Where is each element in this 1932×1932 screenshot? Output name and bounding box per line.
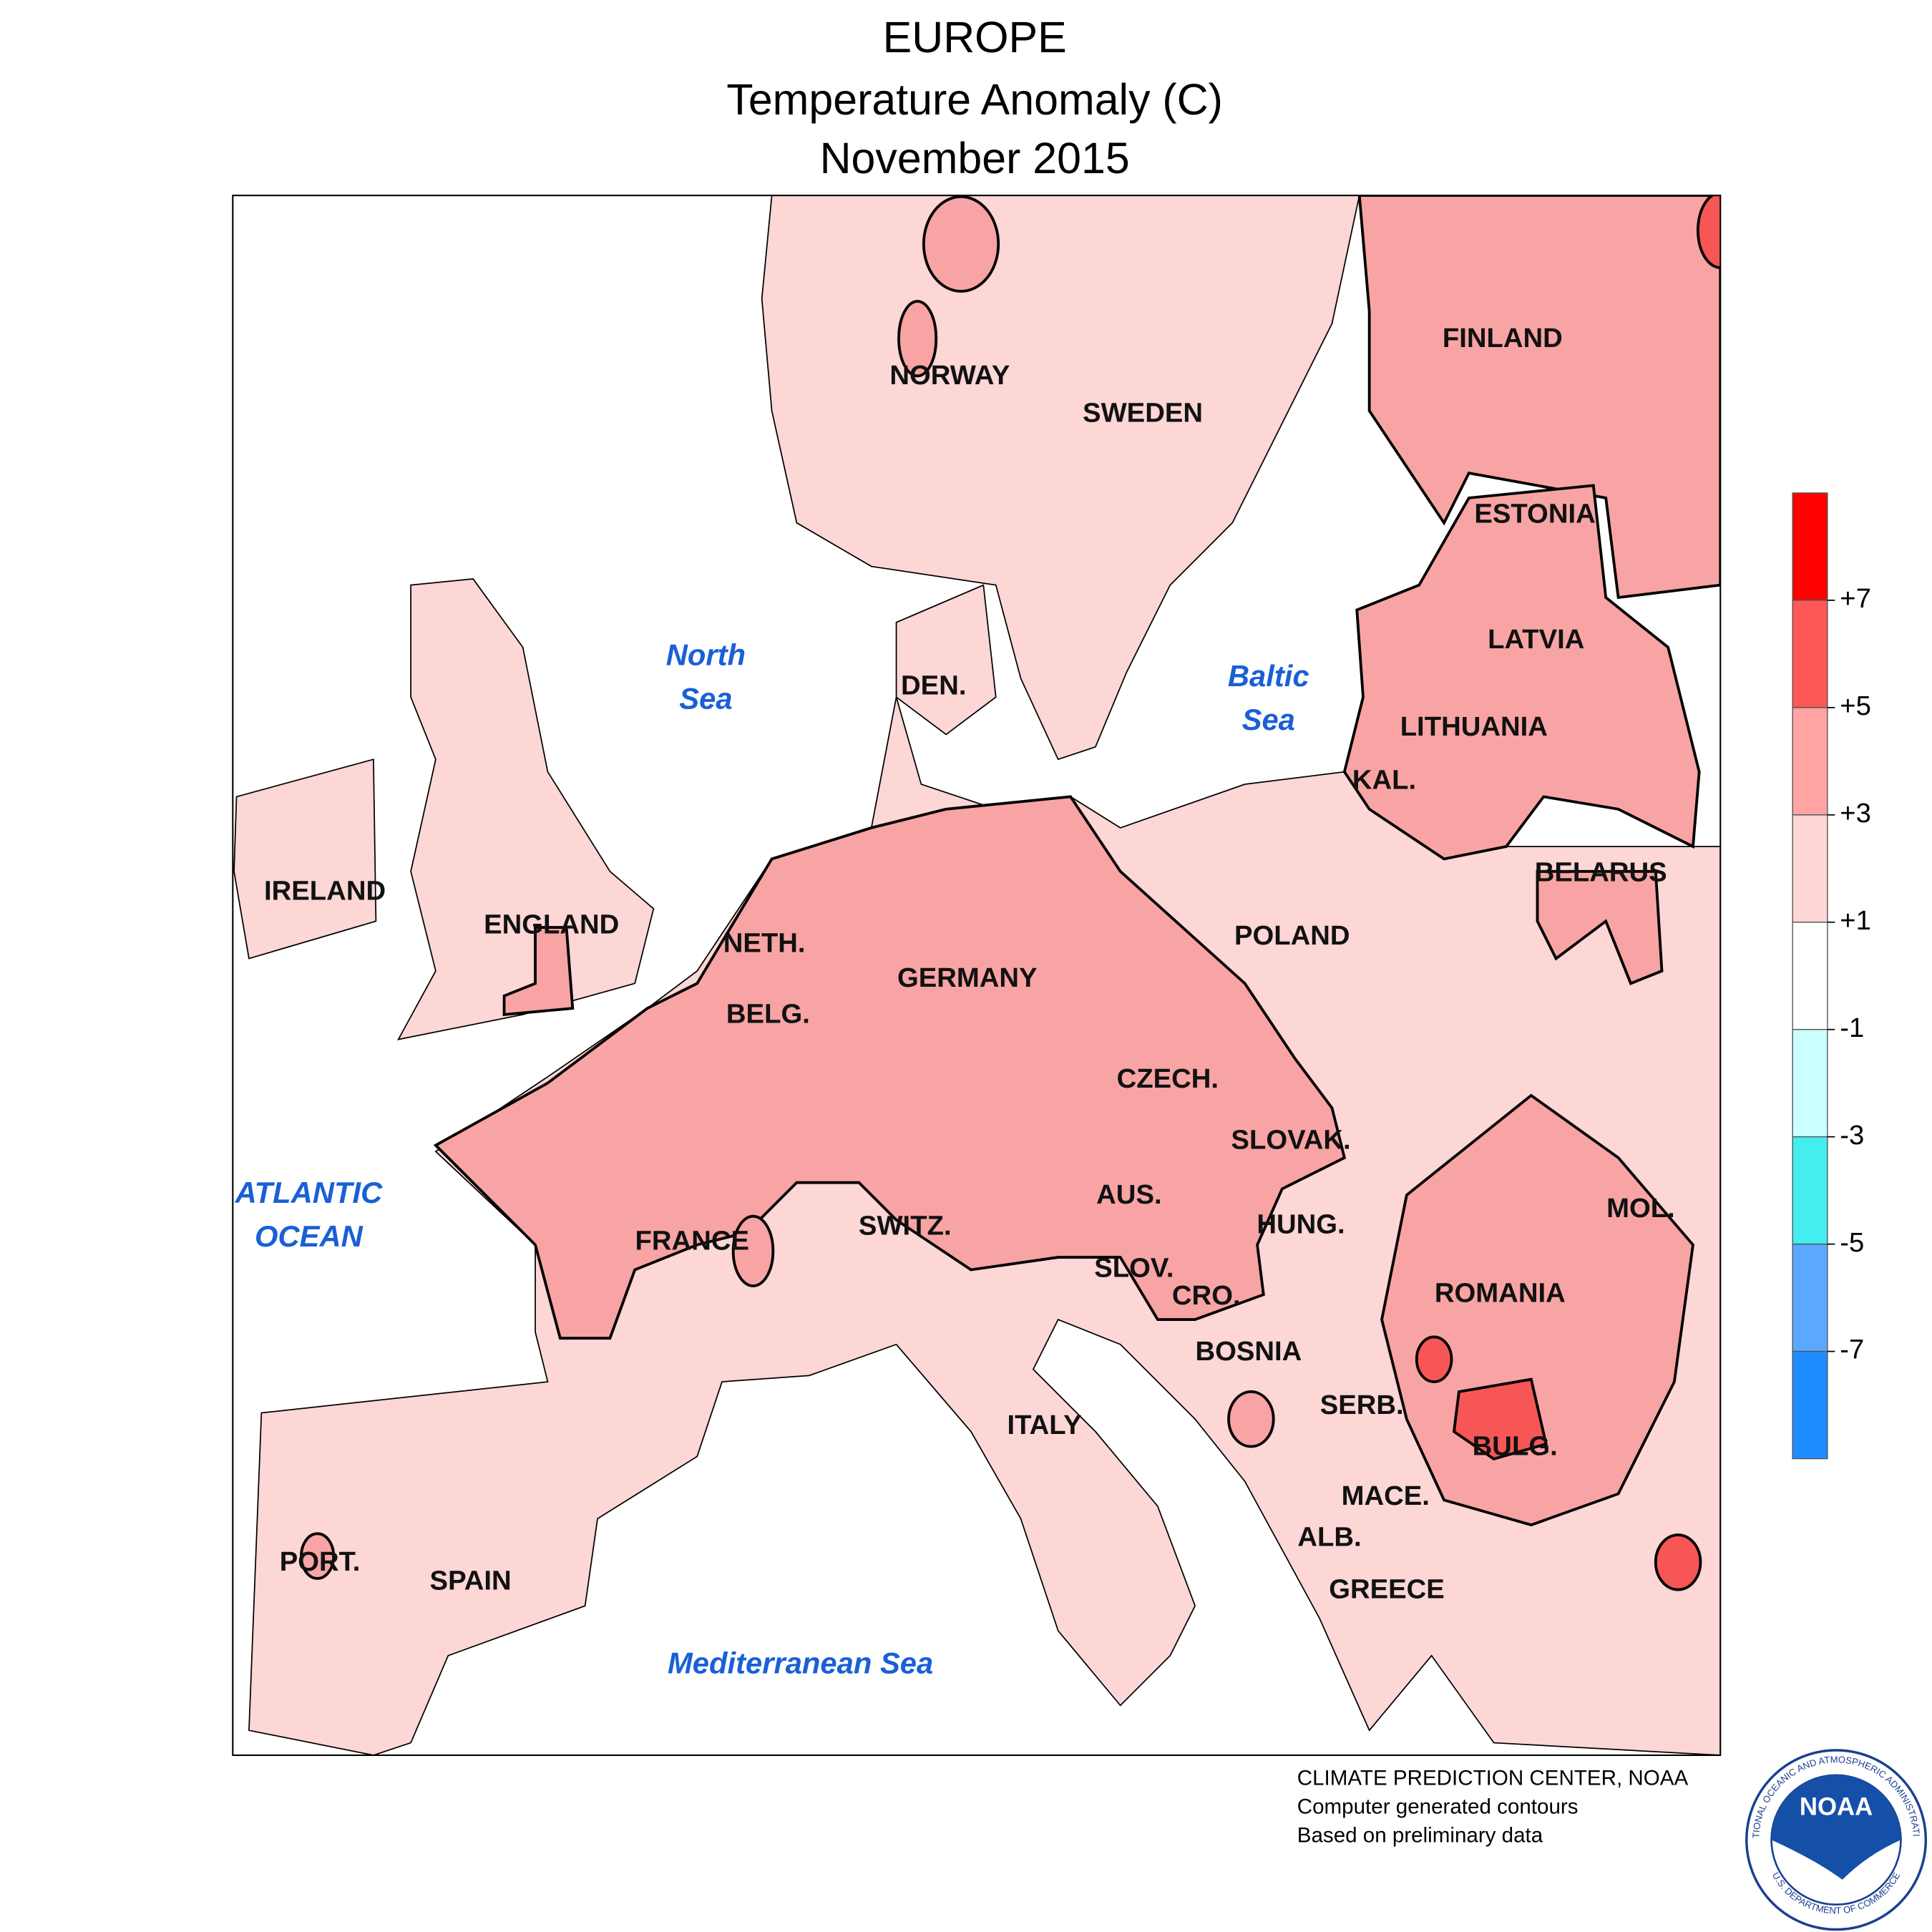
country-label: PORT. (280, 1546, 361, 1577)
legend: +7 +5 +3 +1 -1 -3 -5 -7 (1792, 492, 1871, 1460)
country-label: FINLAND (1443, 323, 1563, 353)
colorbar-tick-label: -1 (1840, 1013, 1864, 1043)
country-label: ITALY (1008, 1410, 1082, 1440)
anomaly-area (1654, 1533, 1702, 1591)
colorbar-segment (1792, 600, 1828, 708)
colorbar-tick-label: +1 (1840, 905, 1871, 936)
anomaly-area (300, 1532, 336, 1580)
country-label: MOL. (1606, 1193, 1675, 1224)
country-label: BELARUS (1535, 857, 1667, 887)
country-label: HUNG. (1257, 1209, 1345, 1240)
country-label: POLAND (1234, 920, 1350, 951)
country-label: ESTONIA (1474, 498, 1595, 529)
colorbar-tick-label: +7 (1840, 583, 1871, 614)
colorbar-segment (1792, 1029, 1828, 1138)
country-label: ALB. (1297, 1521, 1361, 1552)
country-label: AUS. (1096, 1179, 1161, 1210)
sea-label: Mediterranean Sea (668, 1646, 933, 1680)
colorbar-tick-label: -5 (1840, 1227, 1864, 1258)
colorbar-segment (1792, 1243, 1828, 1352)
country-label: GERMANY (897, 962, 1038, 993)
colorbar-tick-label: +5 (1840, 691, 1871, 721)
logo-text: NOAA (1800, 1793, 1873, 1820)
land (233, 758, 377, 960)
country-label: FRANCE (635, 1225, 749, 1256)
anomaly-area (502, 926, 575, 1016)
anomaly-area (433, 795, 1347, 1340)
country-label: CZECH. (1117, 1063, 1219, 1094)
period: November 2015 (820, 134, 1130, 182)
country-label: SWEDEN (1083, 397, 1203, 428)
anomaly-area (1227, 1390, 1275, 1448)
colorbar-tick-label: -7 (1840, 1335, 1864, 1365)
country-label: DEN. (901, 670, 966, 701)
sea-label: OCEAN (255, 1219, 364, 1253)
country-label: LITHUANIA (1400, 711, 1548, 742)
anomaly-area (922, 195, 1000, 293)
country-label: GREECE (1329, 1574, 1445, 1604)
anomaly-area (1697, 195, 1721, 269)
country-label: SPAIN (430, 1565, 512, 1596)
country-label: IRELAND (264, 875, 386, 906)
colorbar-segment (1792, 922, 1828, 1030)
country-label: KAL. (1352, 765, 1416, 796)
land (397, 578, 655, 1040)
anomaly-area (1536, 869, 1664, 985)
anomaly-area (897, 300, 938, 378)
country-label: LATVIA (1488, 624, 1584, 655)
country-label: MACE. (1342, 1480, 1430, 1511)
map (233, 195, 1721, 1755)
land (895, 584, 997, 736)
country-label: NORWAY (889, 360, 1010, 391)
labels: NORWAY SWEDEN FINLAND ESTONIA LATVIA LITHUANI… (235, 323, 1675, 1680)
country-label: SLOVAK. (1231, 1124, 1350, 1155)
country-label: BULG. (1473, 1430, 1558, 1461)
sea-label: Sea (1242, 703, 1295, 736)
sea-label: North (666, 638, 746, 672)
title: EUROPE (883, 13, 1067, 62)
country-label: CRO. (1172, 1280, 1241, 1311)
country-label: SERB. (1320, 1390, 1404, 1420)
country-label: NETH. (723, 928, 806, 959)
anomaly-area (731, 1214, 775, 1288)
country-label: BELG. (726, 999, 810, 1030)
sea-label: Baltic (1228, 659, 1309, 693)
country-label: SLOV. (1094, 1253, 1174, 1284)
colorbar-segment (1792, 1350, 1828, 1460)
country-label: ENGLAND (484, 909, 619, 940)
sea-label: ATLANTIC (235, 1176, 383, 1209)
anomaly-area (1415, 1335, 1453, 1383)
footer-line: Based on preliminary data (1297, 1824, 1543, 1848)
country-label: SWITZ. (859, 1210, 952, 1241)
logo-sky (1771, 1775, 1901, 1880)
map-frame (232, 195, 1722, 1757)
land (1357, 195, 1721, 600)
footer-line: CLIMATE PREDICTION CENTER, NOAA (1297, 1767, 1689, 1790)
anomaly-area (1452, 1377, 1548, 1461)
colorbar-segment (1792, 492, 1828, 601)
anomaly-area (1342, 484, 1701, 861)
subtitle: Temperature Anomaly (C) (726, 75, 1223, 124)
colorbar-tick-label: -3 (1840, 1120, 1864, 1151)
colorbar-segment (1792, 1136, 1828, 1245)
colorbar-segment (1792, 707, 1828, 816)
country-label: BOSNIA (1195, 1336, 1302, 1367)
sea-label: Sea (679, 681, 732, 715)
footer-line: Computer generated contours (1297, 1795, 1579, 1819)
country-label: ROMANIA (1435, 1277, 1566, 1308)
colorbar-tick-label: +3 (1840, 798, 1871, 829)
colorbar-segment (1792, 814, 1828, 923)
